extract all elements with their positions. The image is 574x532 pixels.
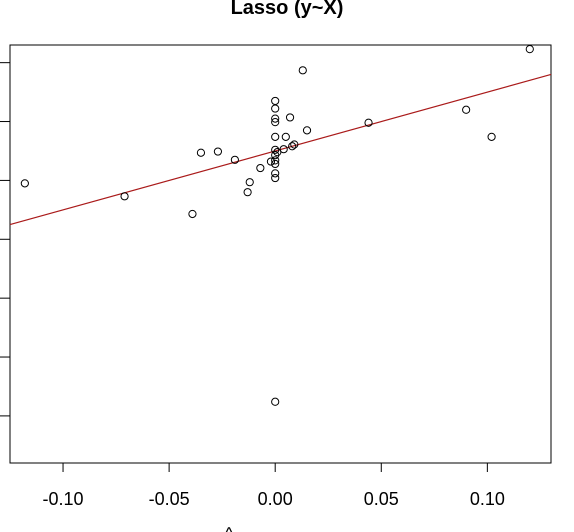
data-point [271,104,280,113]
data-point [188,209,197,219]
data-point [364,118,373,127]
data-point [302,126,312,135]
plot-frame [9,44,552,464]
x-tick-label: 0.05 [364,489,399,509]
data-point [196,148,206,157]
data-point [271,156,280,165]
data-point [285,113,295,122]
x-tick-label: -0.05 [149,489,190,509]
data-point [230,155,239,164]
y-axis [0,62,10,417]
data-point [243,188,252,197]
data-point [281,132,290,141]
data-point [462,105,471,114]
data-point [20,179,29,188]
x-axis-label: ^ [225,524,234,532]
data-point [271,118,280,127]
data-point [271,150,280,160]
data-point [525,45,534,54]
x-tick-label: 0.00 [258,489,293,509]
data-point [298,66,307,75]
data-point [279,145,288,154]
data-point [271,145,280,154]
data-point [120,192,129,201]
data-point [271,114,280,123]
data-point [271,96,280,106]
data-point [256,163,265,173]
data-point [271,173,280,183]
data-point [288,142,297,151]
data-point [271,159,280,169]
chart-title: Lasso (y~X) [231,0,344,19]
data-point [271,132,280,141]
data-point [271,397,280,406]
x-axis: -0.10 -0.05 0.00 0.05 0.10 [43,463,505,509]
x-tick-label: 0.10 [470,489,505,509]
data-point [266,157,276,166]
data-point [290,140,299,149]
data-point [213,147,223,156]
x-tick-label: -0.10 [43,489,84,509]
data-point [487,132,496,141]
data-points [20,45,534,406]
data-point [271,169,280,178]
data-point [245,178,254,187]
